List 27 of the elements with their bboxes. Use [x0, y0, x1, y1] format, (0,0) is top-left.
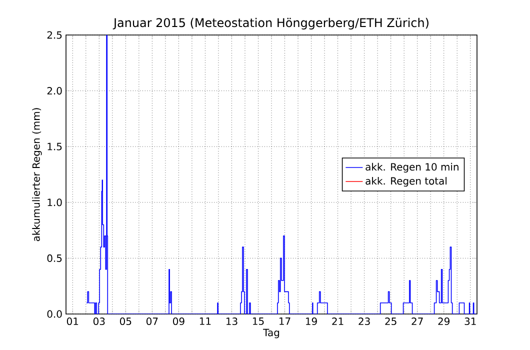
y-tick-label: 1.5 — [48, 142, 62, 150]
x-tick-label: 27 — [412, 318, 423, 325]
y-axis-title: akkumulierter Regen (mm) — [32, 108, 42, 242]
x-tick-label: 25 — [385, 318, 396, 326]
y-tick-label: 0.5 — [47, 254, 62, 262]
x-tick-label: 05 — [120, 318, 132, 326]
y-tick-label: 2.0 — [47, 87, 62, 95]
x-tick-label: 21 — [332, 318, 344, 325]
x-tick-label: 11 — [200, 318, 211, 325]
x-tick-label: 07 — [146, 318, 158, 326]
x-tick-label: 19 — [306, 318, 317, 326]
chart-title: Januar 2015 (Meteostation Hönggerberg/ETH Zürich) — [112, 18, 428, 30]
legend-label: akk. Regen 10 min — [366, 162, 458, 173]
y-tick-label: 0.0 — [47, 310, 62, 318]
x-axis-title: Tag — [263, 328, 280, 338]
y-tick-label: 1.0 — [48, 198, 62, 206]
x-tick-label: 31 — [464, 318, 476, 326]
x-tick-label: 15 — [253, 318, 264, 325]
x-tick-label: 29 — [438, 318, 450, 326]
x-tick-label: 03 — [93, 318, 105, 326]
x-tick-label: 17 — [280, 318, 290, 325]
x-tick-label: 23 — [358, 318, 370, 326]
x-tick-label: 01 — [66, 318, 78, 326]
x-tick-label: 13 — [226, 318, 238, 326]
legend-label: akk. Regen total — [366, 176, 446, 187]
y-tick-label: 2.5 — [47, 31, 62, 39]
x-tick-label: 09 — [173, 318, 184, 326]
